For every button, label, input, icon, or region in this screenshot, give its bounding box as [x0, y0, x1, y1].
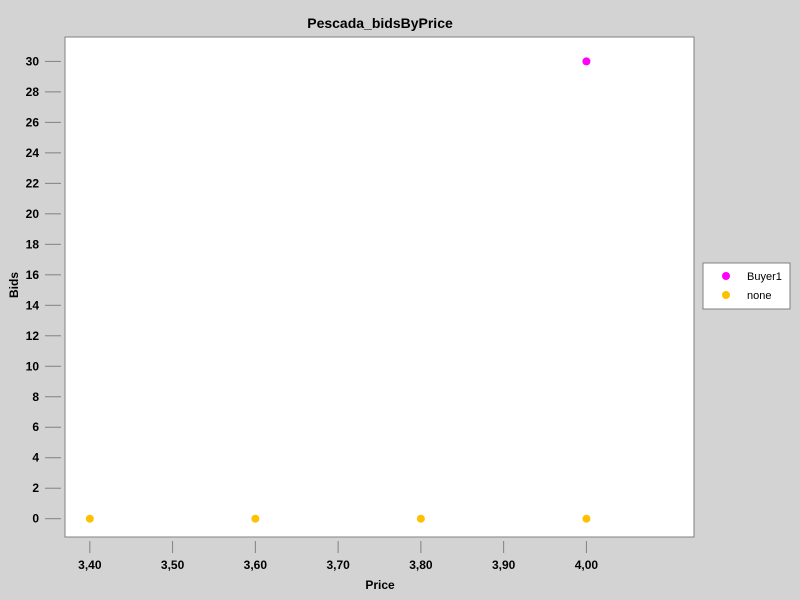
y-tick-label: 6: [32, 420, 39, 434]
plot-area: [64, 36, 695, 538]
data-point-none: [251, 514, 260, 523]
legend-label: Buyer1: [747, 271, 782, 283]
x-axis-label: Price: [365, 578, 395, 592]
y-tick-label: 12: [26, 329, 40, 343]
y-tick-label: 0: [32, 512, 39, 526]
legend-marker: [722, 291, 730, 299]
x-tick-label: 3,70: [326, 558, 350, 572]
legend-marker: [722, 272, 730, 280]
y-tick-label: 20: [26, 207, 40, 221]
x-tick-label: 3,90: [492, 558, 516, 572]
legend-label: none: [747, 290, 771, 302]
x-tick-label: 3,40: [78, 558, 102, 572]
chart-title: Pescada_bidsByPrice: [307, 15, 453, 31]
x-tick-label: 3,50: [161, 558, 185, 572]
y-tick-label: 24: [26, 146, 40, 160]
x-tick-label: 3,60: [244, 558, 268, 572]
legend-box: [702, 262, 791, 310]
data-point-none: [416, 514, 425, 523]
y-tick-label: 2: [32, 481, 39, 495]
y-tick-label: 30: [26, 54, 40, 68]
x-axis: 3,40 3,50 3,60 3,70 3,80 3,90 4,00: [78, 541, 598, 572]
y-tick-label: 22: [26, 176, 40, 190]
y-tick-label: 18: [26, 237, 40, 251]
y-tick-label: 4: [32, 451, 39, 465]
data-point-none: [85, 514, 94, 523]
data-point-none: [582, 514, 591, 523]
legend: Buyer1 none: [702, 262, 791, 310]
y-tick-label: 28: [26, 85, 40, 99]
x-tick-label: 4,00: [575, 558, 599, 572]
data-point-buyer1: [582, 57, 591, 66]
y-tick-label: 10: [26, 359, 40, 373]
y-axis-label: Bids: [7, 272, 21, 298]
data-points: [85, 57, 591, 523]
x-tick-label: 3,80: [409, 558, 433, 572]
y-tick-label: 8: [32, 390, 39, 404]
y-tick-label: 14: [26, 298, 40, 312]
y-tick-label: 26: [26, 115, 40, 129]
y-tick-label: 16: [26, 268, 40, 282]
